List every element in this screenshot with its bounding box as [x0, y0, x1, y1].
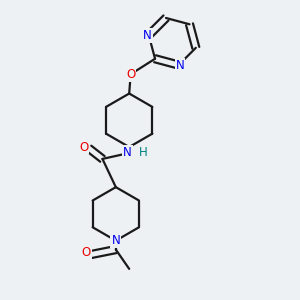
Text: H: H	[139, 146, 148, 160]
Text: O: O	[126, 68, 135, 81]
Text: N: N	[111, 234, 120, 247]
Text: O: O	[79, 140, 88, 154]
Text: N: N	[176, 58, 184, 72]
Text: N: N	[123, 146, 132, 159]
Text: N: N	[143, 29, 152, 42]
Text: O: O	[82, 246, 91, 259]
